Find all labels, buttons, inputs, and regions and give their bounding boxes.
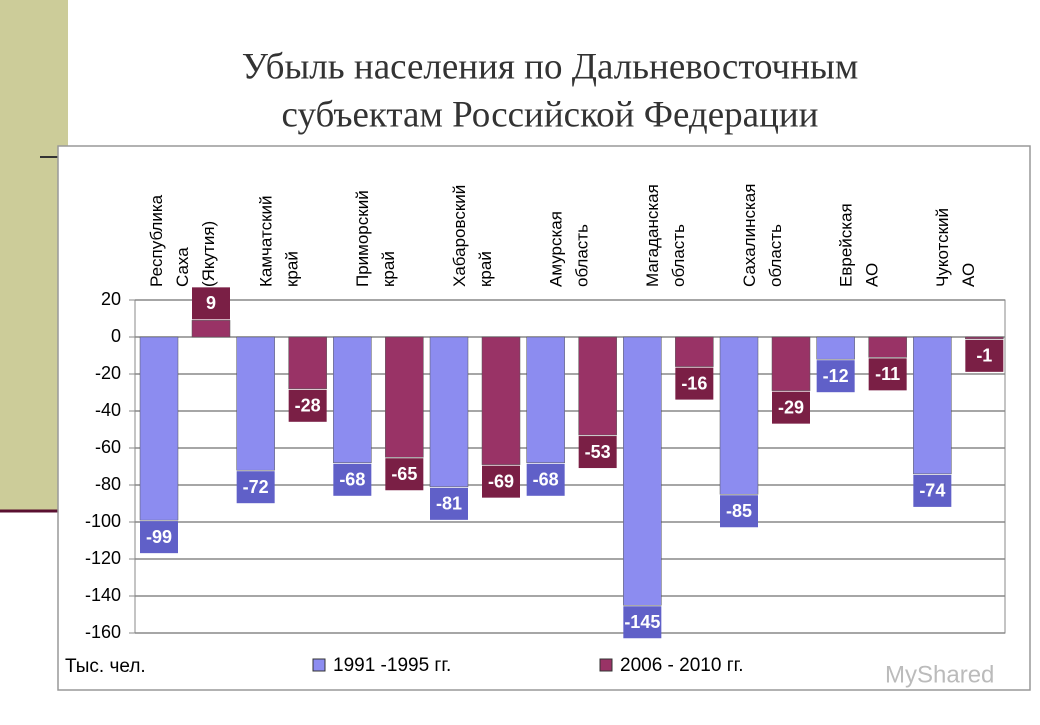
value-label: -53 (585, 442, 611, 462)
category-label: Саха (173, 247, 192, 287)
value-label: -72 (243, 477, 269, 497)
value-label-box (868, 358, 907, 391)
y-tick-label: -20 (95, 363, 121, 383)
value-label: -68 (339, 470, 365, 490)
category-label: край (476, 251, 495, 287)
value-label-box (675, 367, 714, 400)
value-label: -65 (391, 464, 417, 484)
category-label: область (766, 224, 785, 287)
value-label: -145 (624, 612, 660, 632)
category-label: Магаданская (643, 184, 662, 287)
bar (191, 320, 231, 338)
bar (236, 336, 275, 471)
y-tick-label: 0 (111, 326, 121, 346)
value-label-box (385, 458, 424, 491)
value-label: 9 (206, 293, 216, 313)
category-label: АО (862, 263, 881, 287)
bar (719, 336, 759, 495)
value-label: -12 (823, 366, 849, 386)
category-label: (Якутия) (199, 221, 218, 287)
bar (139, 336, 179, 521)
value-label: -81 (436, 494, 462, 514)
value-label-box (816, 360, 855, 393)
bar (623, 336, 662, 606)
y-tick-label: -100 (85, 511, 121, 531)
value-label-box (192, 287, 230, 320)
value-label-box (430, 487, 468, 520)
value-label-box (913, 474, 952, 507)
y-tick-label: -120 (85, 548, 121, 568)
category-label: Сахалинская (740, 184, 759, 287)
value-label-box (288, 389, 327, 422)
bar (385, 336, 424, 458)
value-label-box (236, 471, 275, 504)
y-unit-label: Тыс. чел. (65, 656, 146, 677)
y-tick-label: -80 (95, 474, 121, 494)
value-label-box (482, 465, 520, 498)
watermark: MyShared (885, 661, 994, 688)
category-label: область (669, 224, 688, 287)
y-tick-label: -40 (95, 400, 121, 420)
value-label: -11 (875, 364, 900, 384)
value-label: -69 (488, 471, 514, 491)
bar (913, 336, 952, 475)
title-line: Убыль населения по Дальневосточным (242, 46, 858, 87)
value-label: -1 (976, 346, 992, 366)
y-tick-label: -60 (95, 437, 121, 457)
bar (965, 336, 1004, 340)
plot-background (134, 299, 1006, 634)
value-label: -85 (726, 501, 752, 521)
y-tick-label: -140 (85, 585, 121, 605)
bar (771, 336, 811, 391)
category-label: Республика (147, 194, 166, 287)
bar (429, 336, 469, 488)
legend-label: 1991 -1995 гг. (333, 655, 451, 676)
category-label: Амурская (546, 211, 565, 287)
bar (816, 336, 855, 360)
category-label: Хабаровский (450, 185, 469, 287)
value-label-box (720, 495, 758, 528)
category-label: область (572, 224, 591, 287)
value-label-box (772, 391, 810, 424)
bar (333, 336, 372, 464)
value-label: -29 (778, 397, 804, 417)
bar (526, 336, 565, 464)
bar (578, 336, 617, 436)
bar (868, 336, 907, 358)
value-label-box (965, 339, 1004, 372)
category-label: АО (959, 263, 978, 287)
value-label: -16 (681, 373, 707, 393)
category-label: край (379, 251, 398, 287)
category-label: Приморский (353, 190, 372, 287)
bar (481, 336, 521, 465)
legend-swatch (599, 658, 613, 672)
legend-label: 2006 - 2010 гг. (620, 655, 744, 676)
value-label-box (333, 463, 372, 496)
value-label-box (578, 436, 617, 469)
category-label: край (282, 251, 301, 287)
value-label: -68 (533, 470, 559, 490)
value-label-box (526, 463, 565, 496)
value-label: -74 (919, 481, 945, 501)
y-tick-label: 20 (101, 289, 121, 309)
value-label-box (140, 521, 178, 554)
bar (288, 336, 327, 390)
category-label: Камчатский (256, 195, 275, 287)
title-line: субъектам Российской Федерации (282, 94, 819, 135)
bar (675, 336, 714, 367)
value-label: -99 (146, 527, 172, 547)
value-label-box (623, 606, 662, 639)
legend-swatch (312, 658, 326, 672)
category-label: Еврейская (836, 203, 855, 287)
side-strip (0, 0, 68, 510)
category-label: Чукотский (933, 208, 952, 287)
value-label: -28 (295, 396, 321, 416)
y-tick-label: -160 (85, 622, 121, 642)
